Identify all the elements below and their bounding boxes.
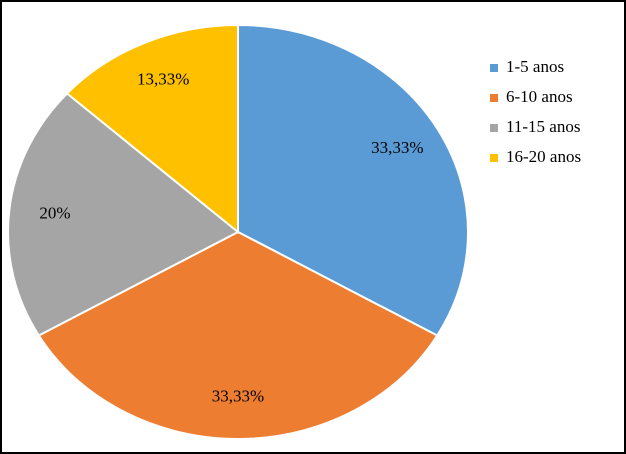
pie-slice [237,23,469,337]
legend-label: 16-20 anos [506,147,581,166]
legend-swatch [490,64,498,72]
legend-swatch [490,154,498,162]
data-label: 33,33% [212,387,264,406]
legend-label: 1-5 anos [506,57,564,76]
legend-swatch [490,124,498,132]
data-label: 33,33% [371,138,423,157]
pie-slice [37,230,439,440]
legend-swatch [490,94,498,102]
legend-label: 11-15 anos [506,117,580,136]
pie-slice [7,92,240,337]
data-label: 13,33% [137,70,189,89]
pie-slice [65,23,239,235]
data-label: 20% [39,204,70,223]
legend-label: 6-10 anos [506,87,573,106]
